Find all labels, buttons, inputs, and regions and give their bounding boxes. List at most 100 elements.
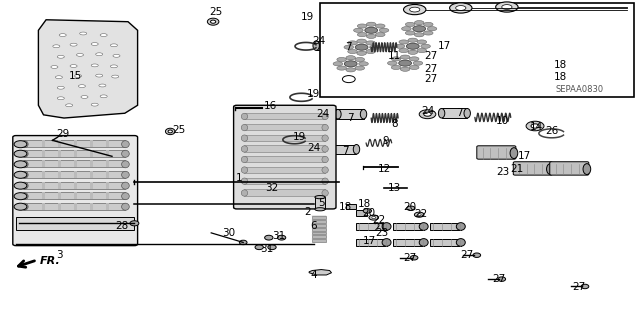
Text: 19: 19 bbox=[293, 132, 306, 142]
Bar bbox=[58, 192, 61, 199]
Bar bbox=[90, 171, 93, 178]
Bar bbox=[312, 224, 326, 227]
Ellipse shape bbox=[122, 193, 129, 200]
Bar bbox=[312, 235, 326, 238]
Bar bbox=[106, 192, 109, 199]
Ellipse shape bbox=[241, 113, 248, 120]
Bar bbox=[316, 41, 340, 50]
Ellipse shape bbox=[337, 66, 346, 70]
Ellipse shape bbox=[438, 108, 445, 118]
Ellipse shape bbox=[91, 64, 99, 67]
Ellipse shape bbox=[14, 141, 27, 148]
Text: 27: 27 bbox=[573, 282, 586, 292]
Text: 20: 20 bbox=[363, 208, 376, 218]
Bar bbox=[90, 140, 93, 147]
Bar bbox=[58, 150, 61, 157]
Ellipse shape bbox=[346, 68, 356, 72]
Bar bbox=[393, 239, 424, 246]
Ellipse shape bbox=[388, 61, 397, 65]
Text: 25: 25 bbox=[209, 7, 222, 17]
Bar bbox=[106, 171, 109, 178]
Ellipse shape bbox=[80, 32, 87, 35]
Ellipse shape bbox=[14, 182, 27, 189]
Text: 18: 18 bbox=[339, 202, 352, 212]
Ellipse shape bbox=[413, 61, 423, 65]
Bar bbox=[312, 220, 326, 223]
Ellipse shape bbox=[110, 44, 118, 47]
Bar bbox=[106, 160, 109, 167]
Ellipse shape bbox=[14, 203, 27, 210]
Bar bbox=[90, 182, 93, 189]
Ellipse shape bbox=[419, 110, 436, 119]
Ellipse shape bbox=[405, 31, 415, 35]
Ellipse shape bbox=[355, 57, 365, 62]
Text: 23: 23 bbox=[376, 228, 388, 238]
Ellipse shape bbox=[396, 44, 405, 48]
Bar bbox=[106, 140, 109, 147]
Ellipse shape bbox=[344, 61, 357, 67]
Bar bbox=[244, 145, 325, 152]
Ellipse shape bbox=[424, 112, 431, 116]
Ellipse shape bbox=[366, 41, 376, 45]
Text: 24: 24 bbox=[307, 143, 320, 153]
Ellipse shape bbox=[473, 253, 481, 257]
Bar bbox=[74, 203, 77, 210]
Ellipse shape bbox=[328, 145, 334, 154]
Ellipse shape bbox=[99, 84, 106, 87]
Ellipse shape bbox=[366, 34, 376, 39]
Ellipse shape bbox=[379, 28, 389, 33]
Text: 18: 18 bbox=[554, 71, 567, 82]
Ellipse shape bbox=[313, 41, 319, 50]
Text: 13: 13 bbox=[388, 183, 401, 193]
Ellipse shape bbox=[583, 164, 591, 174]
Ellipse shape bbox=[122, 203, 129, 210]
Bar bbox=[442, 108, 467, 118]
Ellipse shape bbox=[333, 109, 340, 119]
Bar bbox=[90, 160, 93, 167]
Ellipse shape bbox=[91, 43, 99, 45]
Text: 30: 30 bbox=[222, 228, 235, 238]
Text: 17: 17 bbox=[364, 236, 376, 246]
Bar bbox=[58, 171, 61, 178]
Bar bbox=[24, 203, 125, 210]
Ellipse shape bbox=[369, 45, 379, 49]
Ellipse shape bbox=[52, 45, 60, 48]
Ellipse shape bbox=[20, 182, 28, 189]
Text: 31: 31 bbox=[260, 244, 273, 254]
Text: 7: 7 bbox=[456, 108, 463, 118]
Ellipse shape bbox=[581, 284, 589, 289]
Ellipse shape bbox=[449, 3, 472, 13]
Bar bbox=[342, 41, 367, 50]
Ellipse shape bbox=[399, 40, 408, 44]
Ellipse shape bbox=[66, 104, 73, 107]
Ellipse shape bbox=[14, 171, 27, 178]
Ellipse shape bbox=[415, 33, 424, 37]
Text: 24: 24 bbox=[421, 106, 434, 116]
Text: 27: 27 bbox=[461, 250, 474, 260]
Text: 20: 20 bbox=[403, 202, 416, 212]
Ellipse shape bbox=[56, 76, 62, 78]
Ellipse shape bbox=[58, 97, 64, 100]
Ellipse shape bbox=[366, 22, 376, 26]
Ellipse shape bbox=[413, 26, 426, 32]
Ellipse shape bbox=[391, 57, 401, 61]
Text: 5: 5 bbox=[319, 197, 325, 208]
Ellipse shape bbox=[322, 135, 328, 141]
Bar bbox=[58, 203, 61, 210]
Text: 17: 17 bbox=[438, 41, 451, 51]
Ellipse shape bbox=[91, 103, 99, 106]
Ellipse shape bbox=[100, 95, 108, 98]
Ellipse shape bbox=[255, 245, 264, 249]
Bar bbox=[58, 182, 61, 189]
Text: 21: 21 bbox=[511, 164, 524, 174]
Bar bbox=[244, 156, 325, 162]
Bar bbox=[58, 160, 61, 167]
Text: 24: 24 bbox=[316, 109, 329, 119]
Bar bbox=[74, 171, 77, 178]
Bar bbox=[312, 228, 326, 231]
Ellipse shape bbox=[364, 41, 370, 50]
Ellipse shape bbox=[359, 62, 369, 66]
Ellipse shape bbox=[241, 156, 248, 163]
Text: 24: 24 bbox=[312, 36, 325, 47]
Text: 1: 1 bbox=[236, 173, 242, 183]
